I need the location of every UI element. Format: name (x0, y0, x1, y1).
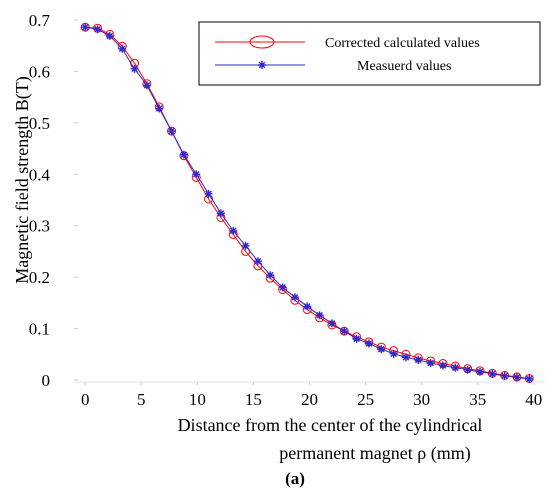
data-point-asterisk (266, 271, 275, 280)
data-point-asterisk (130, 64, 139, 73)
y-tick-label: 0.3 (29, 217, 50, 236)
x-tick-label: 40 (525, 390, 542, 409)
data-point-asterisk (93, 25, 102, 34)
data-point-asterisk (401, 353, 410, 362)
data-point-asterisk (241, 241, 250, 250)
y-tick-label: 0.5 (29, 114, 50, 133)
data-point-asterisk (105, 31, 114, 40)
panel-label: (a) (285, 469, 305, 488)
legend-label: Measuerd values (357, 59, 451, 74)
legend-item: Corrected calculated values (215, 35, 480, 51)
legend-label: Corrected calculated values (325, 36, 480, 51)
x-tick-label: 35 (469, 390, 486, 409)
data-point-asterisk (364, 339, 373, 348)
x-tick-label: 0 (81, 390, 90, 409)
data-point-asterisk (352, 334, 361, 343)
y-tick-label: 0.2 (29, 268, 50, 287)
data-point-asterisk (142, 81, 151, 90)
data-point-asterisk (377, 345, 386, 354)
y-axis-label: Magnetic field strength B(T) (12, 76, 33, 283)
data-point-asterisk (500, 371, 509, 380)
data-point-asterisk (451, 363, 460, 372)
data-point-asterisk (525, 374, 534, 383)
data-point-asterisk (253, 257, 262, 266)
data-point-asterisk (118, 44, 127, 53)
data-point-asterisk (258, 61, 266, 69)
data-point-asterisk (327, 319, 336, 328)
data-point-asterisk (278, 283, 287, 292)
data-point-asterisk (81, 23, 90, 32)
y-tick-label: 0.1 (29, 320, 50, 339)
data-point-asterisk (475, 367, 484, 376)
x-axis-label-line2: permanent magnet ρ (mm) (279, 443, 470, 464)
legend: Corrected calculated values Measuerd valu… (198, 21, 541, 86)
y-tick-label: 0.4 (29, 165, 51, 184)
data-point-asterisk (315, 311, 324, 320)
x-axis-label-line1: Distance from the center of the cylindri… (178, 415, 483, 435)
data-point-asterisk (179, 150, 188, 159)
data-point-asterisk (229, 226, 238, 235)
data-point-asterisk (155, 104, 164, 113)
x-tick-label: 25 (357, 390, 374, 409)
axes: 0 0.1 0.2 0.3 0.4 0.5 0.6 0.7 0 5 10 15 20 25 30 35 40 (29, 11, 545, 409)
y-tick-label: 0.6 (29, 62, 50, 81)
y-tick-label: 0 (42, 371, 51, 390)
data-point-asterisk (204, 189, 213, 198)
legend-item: Measuerd values (215, 59, 451, 74)
data-point-asterisk (192, 170, 201, 179)
data-point-asterisk (216, 209, 225, 218)
legend-box (198, 21, 541, 86)
series-2 (81, 23, 534, 383)
legend-marker-circle (249, 35, 275, 49)
data-point-asterisk (438, 361, 447, 370)
data-point-asterisk (303, 302, 312, 311)
data-point-asterisk (167, 127, 176, 136)
x-tick-label: 15 (245, 390, 262, 409)
data-point-asterisk (340, 327, 349, 336)
data-point-asterisk (290, 293, 299, 302)
data-point-asterisk (389, 349, 398, 358)
data-point-asterisk (426, 359, 435, 368)
series-layer (80, 22, 534, 383)
data-point-asterisk (512, 373, 521, 382)
x-tick-label: 5 (137, 390, 146, 409)
x-tick-label: 30 (413, 390, 430, 409)
data-point-asterisk (463, 365, 472, 374)
x-tick-label: 20 (301, 390, 318, 409)
data-point-asterisk (414, 355, 423, 364)
y-tick-label: 0.7 (29, 11, 51, 30)
x-tick-label: 10 (189, 390, 206, 409)
data-point-asterisk (488, 369, 497, 378)
